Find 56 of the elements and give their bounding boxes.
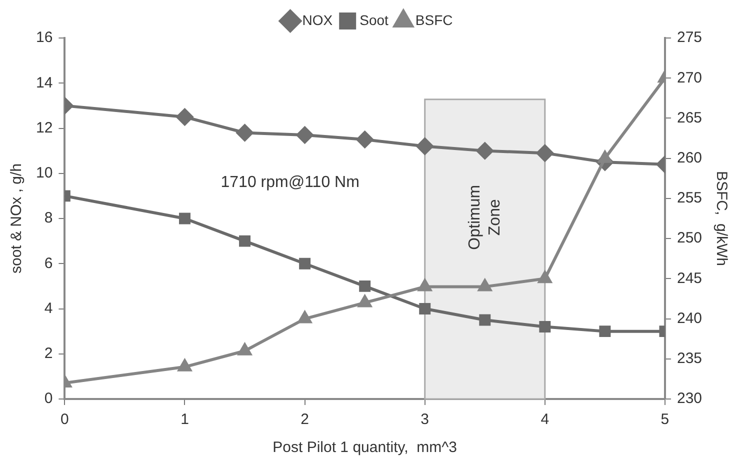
point: [479, 314, 491, 326]
point: [179, 212, 190, 224]
point: [359, 280, 371, 292]
x-tick-label: 3: [420, 411, 430, 428]
y-tick-label: 8: [44, 210, 53, 227]
y2-tick-label: 260: [676, 149, 702, 166]
x-tick-label: 0: [60, 411, 69, 428]
point: [358, 295, 372, 308]
point: [299, 258, 311, 270]
point: [296, 126, 314, 144]
point: [238, 343, 252, 356]
band-label: Optimum Zone: [466, 184, 504, 250]
y2-tick-label: 245: [676, 270, 702, 287]
annotation: 1710 rpm@110 Nm: [220, 174, 360, 191]
y-axis-title: soot & NOx , g/h: [8, 163, 26, 274]
point: [418, 279, 432, 292]
y-tick-label: 14: [36, 74, 53, 92]
point: [416, 138, 434, 155]
point: [598, 150, 612, 163]
y2-tick-label: 250: [676, 230, 702, 247]
y2-tick-label: 265: [676, 109, 702, 126]
y2-tick-label: 255: [676, 190, 702, 207]
y2-tick-label: 275: [676, 29, 702, 46]
point: [538, 271, 552, 284]
y2-axis-title: BSFC, g/kWh: [712, 170, 730, 266]
x-tick-label: 1: [180, 411, 189, 428]
point: [536, 144, 554, 162]
x-tick-label: 5: [660, 411, 670, 428]
point: [356, 131, 374, 148]
legend-label: BSFC: [415, 12, 453, 28]
legend-label: Soot: [360, 12, 389, 28]
y-tick-label: 0: [44, 390, 53, 408]
y-tick-label: 4: [44, 300, 53, 317]
y2-tick-label: 240: [676, 310, 702, 327]
point: [419, 303, 431, 314]
y2-tick-label: 230: [676, 390, 702, 408]
point: [236, 124, 254, 142]
point: [239, 235, 251, 247]
point: [298, 311, 312, 324]
legend-label: NOX: [302, 12, 334, 28]
point: [599, 326, 611, 338]
x-tick-label: 4: [540, 411, 550, 428]
x-tick-label: 2: [300, 411, 309, 428]
point: [476, 142, 494, 160]
y2-tick-label: 235: [676, 350, 702, 368]
y2-tick-label: 270: [676, 69, 702, 86]
y-tick-label: 12: [36, 119, 53, 136]
point: [178, 359, 192, 372]
point: [478, 279, 492, 292]
y-tick-label: 10: [36, 164, 53, 182]
y-tick-label: 2: [44, 345, 53, 362]
x-axis-title: Post Pilot 1 quantity, mm^3: [272, 439, 457, 456]
point: [176, 108, 194, 126]
point: [539, 321, 551, 333]
y-tick-label: 16: [36, 29, 53, 46]
y-tick-label: 6: [44, 254, 53, 272]
